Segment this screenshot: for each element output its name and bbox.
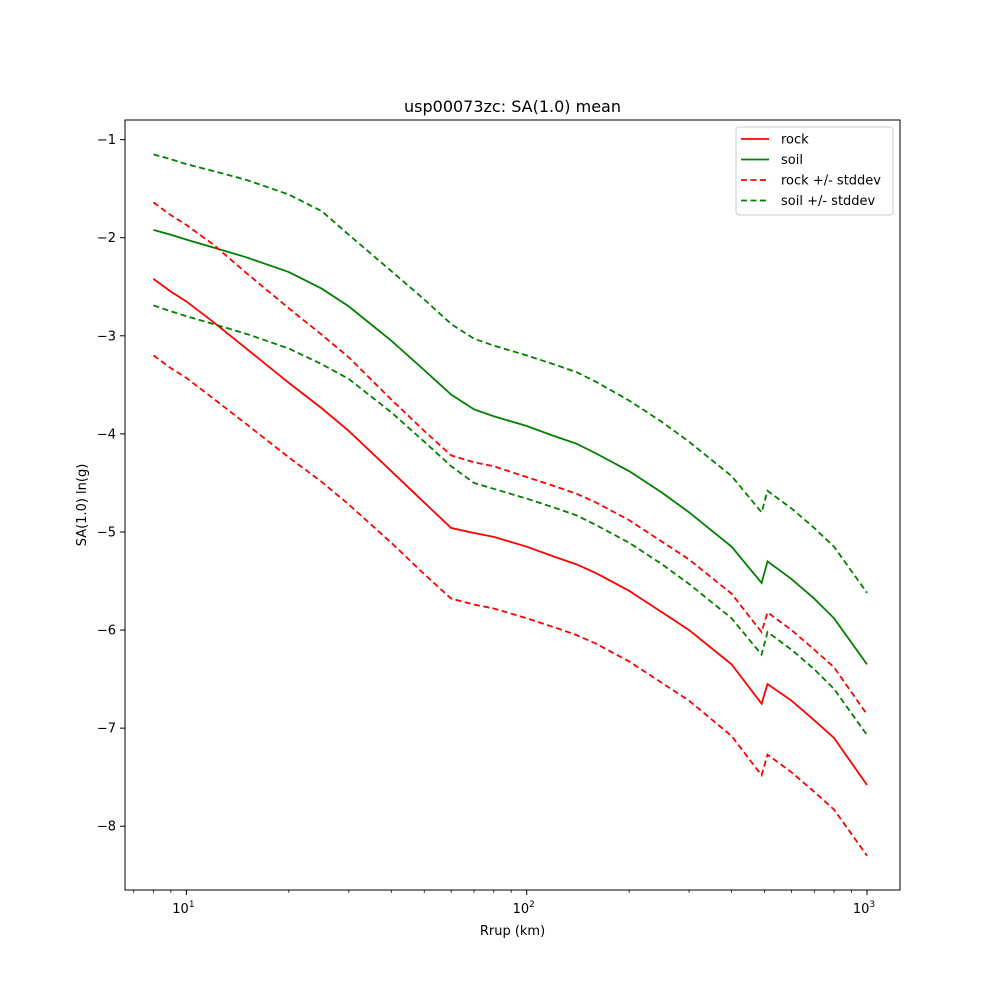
legend-label: rock bbox=[781, 133, 809, 148]
y-tick-label: −8 bbox=[97, 820, 116, 835]
y-tick-label: −1 bbox=[97, 133, 116, 148]
series-line-rock bbox=[152, 278, 868, 786]
legend-label: soil +/- stddev bbox=[781, 194, 876, 209]
y-tick-label: −4 bbox=[97, 427, 116, 442]
legend-label: rock +/- stddev bbox=[781, 174, 881, 189]
series-line-soil bbox=[153, 228, 868, 665]
series-line-stddev-5 bbox=[153, 304, 868, 736]
x-axis-label: Rrup (km) bbox=[480, 924, 545, 939]
x-tick-label: 101 bbox=[172, 900, 194, 917]
x-tick-label: 102 bbox=[513, 900, 535, 917]
y-tick-label: −3 bbox=[97, 329, 116, 344]
plot-area-frame bbox=[124, 119, 901, 891]
y-axis-label: SA(1.0) ln(g) bbox=[75, 464, 90, 547]
legend-label: soil bbox=[781, 153, 803, 168]
legend: rock soil rock +/- stddev soil +/- stddev bbox=[735, 126, 894, 216]
x-tick-label: 103 bbox=[853, 900, 875, 917]
tick-layer: 101 102 103 −1 −2 −3 −4 −5 −6 −7 −8 bbox=[97, 133, 875, 917]
y-tick-label: −7 bbox=[97, 722, 116, 737]
series-layer bbox=[152, 153, 868, 857]
y-tick-label: −5 bbox=[97, 525, 116, 540]
series-line-rock-stddev bbox=[152, 201, 868, 715]
legend-box bbox=[735, 126, 894, 216]
series-line-soil-stddev bbox=[153, 153, 868, 594]
chart-title: usp00073zc: SA(1.0) mean bbox=[404, 97, 621, 116]
y-tick-label: −6 bbox=[97, 624, 116, 639]
series-line-stddev-3 bbox=[152, 354, 868, 857]
y-tick-label: −2 bbox=[97, 231, 116, 246]
